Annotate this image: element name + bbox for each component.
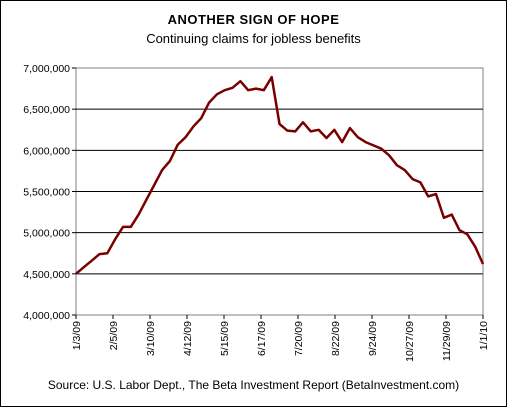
- x-tick-label: 2/5/09: [108, 321, 120, 350]
- y-tick-label: 4,000,000: [23, 310, 70, 322]
- x-tick-label: 5/15/09: [219, 321, 231, 356]
- x-tick-label: 7/20/09: [293, 321, 305, 356]
- x-tick-label: 11/29/09: [441, 321, 453, 361]
- x-tick-label: 1/3/09: [71, 321, 83, 350]
- y-tick-label: 6,000,000: [23, 145, 70, 157]
- chart-subtitle: Continuing claims for jobless benefits: [146, 31, 361, 46]
- y-tick-label: 4,500,000: [23, 269, 70, 281]
- series-line: [75, 75, 485, 275]
- y-axis: 4,000,000 4,500,000 5,000,000 5,500,000 6,00…: [23, 63, 76, 322]
- x-tick-label: 9/24/09: [367, 321, 379, 356]
- x-tick-label: 3/10/09: [145, 321, 157, 356]
- x-tick-label: 10/27/09: [404, 321, 416, 362]
- source-note: Source: U.S. Labor Dept., The Beta Inves…: [47, 378, 460, 392]
- x-axis: 1/3/09 2/5/09 3/10/09 4/12/09 5/15/09 6/17/09…: [71, 315, 490, 362]
- y-tick-label: 5,000,000: [23, 228, 70, 240]
- grid-lines: [76, 108, 483, 275]
- chart-title: ANOTHER SIGN OF HOPE: [167, 12, 340, 27]
- y-tick-label: 7,000,000: [23, 63, 70, 75]
- y-tick-label: 5,500,000: [23, 187, 70, 199]
- y-tick-label: 6,500,000: [23, 104, 70, 116]
- x-tick-label: 8/22/09: [330, 321, 342, 356]
- x-tick-label: 4/12/09: [182, 321, 194, 356]
- x-tick-label: 6/17/09: [256, 321, 268, 356]
- x-tick-label: 1/1/10: [478, 321, 490, 350]
